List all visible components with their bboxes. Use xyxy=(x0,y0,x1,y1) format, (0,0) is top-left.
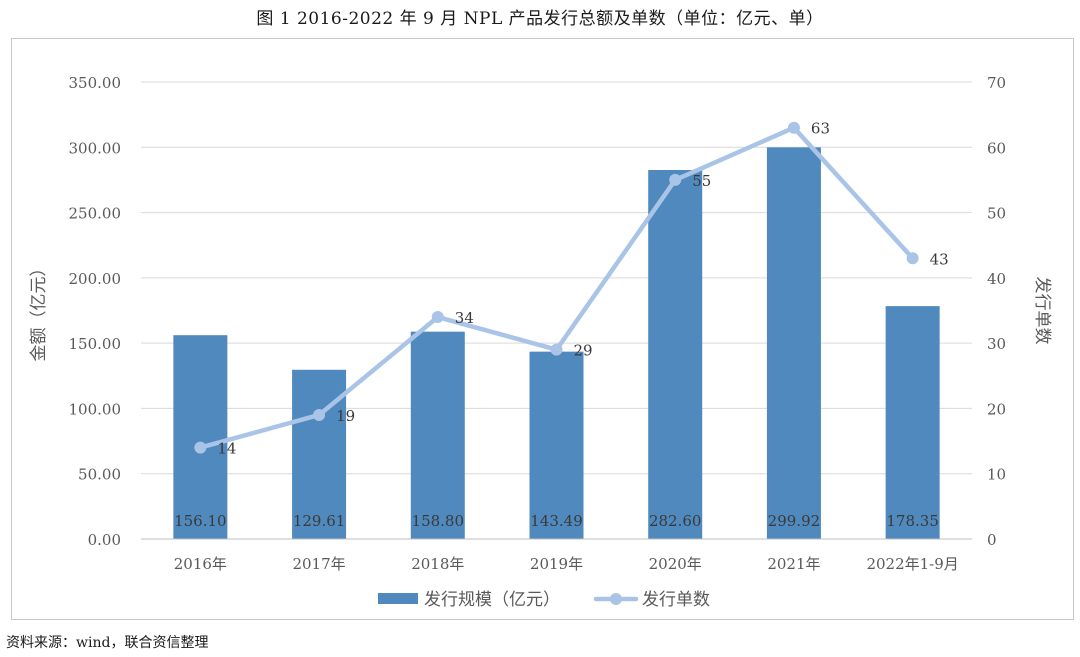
y-right-axis-title: 发行单数 xyxy=(1032,277,1052,345)
line-point xyxy=(194,441,207,454)
y-right-tick-label: 50 xyxy=(987,205,1006,223)
bar-data-label: 156.10 xyxy=(174,512,227,530)
line-data-label: 14 xyxy=(217,440,236,458)
y-left-tick-label: 250.00 xyxy=(69,205,122,223)
bar-data-labels: 156.10 129.61 158.80 143.49 282.60 299.92 178.… xyxy=(174,512,939,530)
bar-data-label: 178.35 xyxy=(886,512,939,530)
bar xyxy=(766,147,821,539)
line-data-label: 19 xyxy=(336,407,355,425)
axes: 0.00 50.00 100.00 150.00 200.00 250.00 300.00 3… xyxy=(29,74,1052,573)
bar xyxy=(885,306,940,539)
x-tick-label: 2021年 xyxy=(767,555,820,573)
figure-title: 图 1 2016-2022 年 9 月 NPL 产品发行总额及单数（单位：亿元、… xyxy=(256,9,824,29)
line-series: 14 19 34 29 55 63 43 xyxy=(194,120,949,458)
y-left-tick-label: 350.00 xyxy=(69,74,122,92)
bar xyxy=(410,331,465,539)
legend-bar-label: 发行规模（亿元） xyxy=(424,590,560,610)
line-data-label: 55 xyxy=(692,172,711,190)
x-tick-label: 2020年 xyxy=(649,555,702,573)
y-left-tick-label: 200.00 xyxy=(69,270,122,288)
line-point xyxy=(313,408,326,421)
bar-data-label: 129.61 xyxy=(293,512,346,530)
line-point xyxy=(550,343,563,356)
line-point xyxy=(669,173,682,186)
y-right-tick-label: 40 xyxy=(987,270,1006,288)
bar-data-label: 282.60 xyxy=(649,512,702,530)
y-right-tick-label: 30 xyxy=(987,335,1006,353)
legend-bar-swatch xyxy=(378,593,418,604)
x-tick-label: 2022年1-9月 xyxy=(866,555,958,573)
chart-frame xyxy=(11,38,1074,620)
line-point xyxy=(431,311,444,324)
bar xyxy=(648,170,703,540)
bar-series xyxy=(173,147,940,540)
x-tick-label: 2017年 xyxy=(292,555,345,573)
y-right-tick-label: 20 xyxy=(987,400,1006,418)
x-tick-label: 2018年 xyxy=(411,555,464,573)
line-point xyxy=(787,121,800,134)
bar xyxy=(173,335,228,539)
y-left-tick-label: 0.00 xyxy=(88,531,121,549)
y-left-tick-label: 150.00 xyxy=(69,335,122,353)
bar-data-label: 143.49 xyxy=(530,512,583,530)
x-tick-label: 2019年 xyxy=(530,555,583,573)
x-tick-label: 2016年 xyxy=(174,555,227,573)
line-data-label: 34 xyxy=(455,309,474,327)
y-right-tick-label: 60 xyxy=(987,139,1006,157)
y-left-tick-label: 100.00 xyxy=(69,400,122,418)
bar-data-label: 299.92 xyxy=(768,512,821,530)
y-right-tick-label: 70 xyxy=(987,74,1006,92)
y-right-tick-label: 10 xyxy=(987,466,1006,484)
line-data-label: 63 xyxy=(811,120,830,138)
legend: 发行规模（亿元） 发行单数 xyxy=(378,590,710,610)
bar xyxy=(529,351,584,539)
y-left-tick-label: 50.00 xyxy=(78,466,121,484)
line-data-label: 43 xyxy=(930,250,949,268)
legend-line-marker xyxy=(610,593,622,605)
y-left-tick-label: 300.00 xyxy=(69,139,122,157)
line-data-label: 29 xyxy=(574,342,593,360)
source-note: 资料来源：wind，联合资信整理 xyxy=(6,635,209,651)
legend-line-label: 发行单数 xyxy=(642,590,710,610)
bar-data-label: 158.80 xyxy=(412,512,465,530)
line-point xyxy=(906,252,919,265)
y-left-axis-title: 金额（亿元） xyxy=(29,260,49,362)
y-right-tick-label: 0 xyxy=(987,531,997,549)
